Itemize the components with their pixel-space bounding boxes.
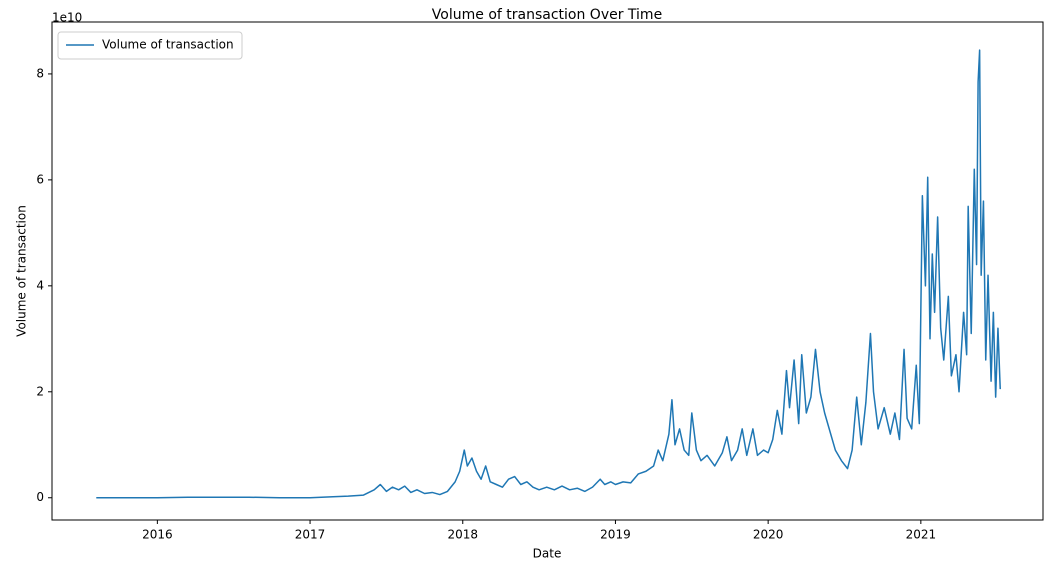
y-axis-label: Volume of transaction <box>15 205 29 337</box>
x-tick-label: 2020 <box>753 528 784 542</box>
x-tick-label: 2019 <box>600 528 631 542</box>
x-tick-label: 2017 <box>295 528 326 542</box>
data-line <box>96 49 1001 499</box>
y-tick-label: 6 <box>36 172 44 186</box>
chart-title: Volume of transaction Over Time <box>432 7 662 23</box>
legend-box <box>57 31 243 60</box>
x-axis-label: Date <box>533 547 562 561</box>
x-tick-label: 2021 <box>906 528 937 542</box>
plot-area <box>51 21 1044 521</box>
x-tick-label: 2016 <box>142 528 173 542</box>
y-tick-label: 8 <box>36 66 44 80</box>
y-tick-label: 2 <box>36 384 44 398</box>
legend-label: Volume of transaction <box>102 38 234 52</box>
y-tick-label: 4 <box>36 278 44 292</box>
y-offset-label: 1e10 <box>52 11 82 25</box>
y-tick-label: 0 <box>36 490 44 504</box>
x-tick-label: 2018 <box>447 528 478 542</box>
